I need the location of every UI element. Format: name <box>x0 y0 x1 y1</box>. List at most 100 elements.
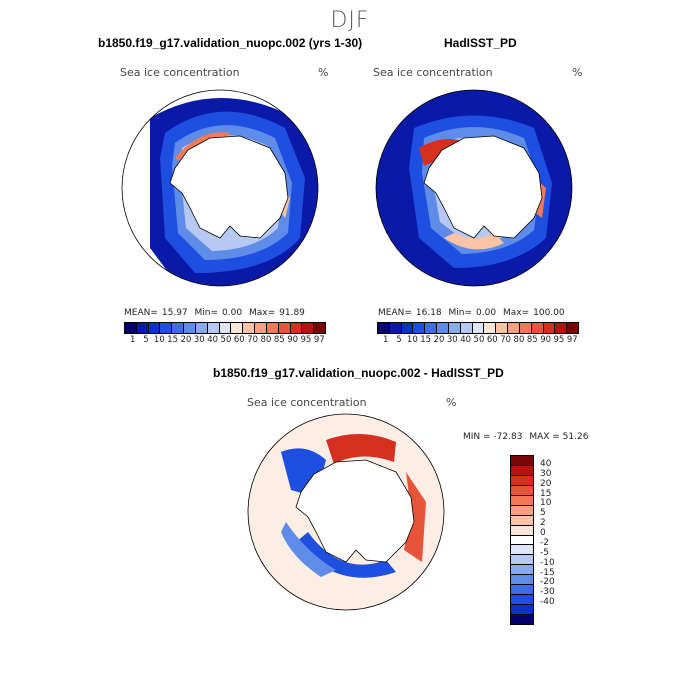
colorbar-tick-label: 1 <box>129 335 136 345</box>
left-max-value: 91.89 <box>279 308 305 318</box>
diff-max: MAX = 51.26 <box>529 432 589 442</box>
diff-colorbar-label: -20 <box>540 577 555 588</box>
colorbar-swatch <box>437 323 449 333</box>
diff-minmax: MIN = -72.83 MAX = 51.26 <box>463 432 592 442</box>
diff-variable-label: Sea ice concentration <box>247 396 367 409</box>
colorbar-swatch <box>160 323 173 333</box>
colorbar-swatch <box>314 323 326 333</box>
colorbar-tick-label: 85 <box>273 335 285 345</box>
right-max-value: 100.00 <box>533 308 565 318</box>
colorbar-tick-label: 60 <box>233 335 245 345</box>
left-colorbar <box>124 322 326 334</box>
colorbar-tick-label: 97 <box>313 335 325 345</box>
colorbar-tick-label: 10 <box>406 335 418 345</box>
right-mean-value: 16.18 <box>415 308 442 318</box>
colorbar-swatch <box>136 323 149 333</box>
colorbar-swatch <box>484 323 497 333</box>
colorbar-swatch <box>555 323 568 333</box>
colorbar-tick-label: 50 <box>220 335 232 345</box>
colorbar-swatch <box>302 323 315 333</box>
colorbar-tick-label: 15 <box>167 335 179 345</box>
diff-colorbar-label: -5 <box>540 547 549 558</box>
colorbar-tick-label: 15 <box>420 335 432 345</box>
diff-min: MIN = -72.83 <box>463 432 523 442</box>
colorbar-tick-label: 20 <box>433 335 445 345</box>
diff-colorbar-label: 15 <box>540 488 552 499</box>
colorbar-tick-label: 90 <box>540 335 552 345</box>
colorbar-swatch <box>378 323 390 333</box>
colorbar-tick-label: 70 <box>500 335 512 345</box>
colorbar-tick-label: 10 <box>153 335 165 345</box>
diff-colorbar-swatch <box>511 585 533 596</box>
left-mean-label: MEAN= <box>124 308 158 318</box>
diff-colorbar-label: -40 <box>540 597 555 608</box>
diff-colorbar-swatch <box>511 465 533 476</box>
colorbar-swatch <box>496 323 509 333</box>
colorbar-swatch <box>231 323 244 333</box>
diff-colorbar-label: -10 <box>540 557 555 568</box>
colorbar-tick-label: 20 <box>180 335 192 345</box>
colorbar-tick-label: 30 <box>446 335 458 345</box>
colorbar-swatch <box>389 323 402 333</box>
diff-colorbar-swatch <box>511 605 533 615</box>
colorbar-tick-label: 70 <box>247 335 259 345</box>
colorbar-swatch <box>148 323 161 333</box>
diff-colorbar-swatch <box>511 595 533 606</box>
right-mean-label: MEAN= <box>378 308 412 318</box>
left-variable-label: Sea ice concentration <box>120 66 240 79</box>
diff-polar-map <box>247 413 445 611</box>
colorbar-tick-label: 80 <box>513 335 525 345</box>
diff-colorbar-swatch <box>511 615 533 624</box>
colorbar-swatch <box>401 323 414 333</box>
colorbar-swatch <box>266 323 279 333</box>
colorbar-swatch <box>243 323 256 333</box>
colorbar-swatch <box>519 323 532 333</box>
colorbar-tick-label: 5 <box>396 335 402 345</box>
diff-colorbar-swatch <box>511 545 533 556</box>
diff-colorbar-swatch <box>511 505 533 516</box>
colorbar-swatch <box>413 323 426 333</box>
colorbar-tick-label: 1 <box>382 335 389 345</box>
right-min-value: 0.00 <box>476 308 497 318</box>
right-panel-title: HadISST_PD <box>444 36 517 50</box>
left-units-label: % <box>318 66 329 79</box>
colorbar-tick-label: 60 <box>486 335 498 345</box>
diff-colorbar-swatch <box>511 555 533 566</box>
colorbar-swatch <box>195 323 208 333</box>
diff-colorbar-label: 30 <box>540 468 552 479</box>
left-min-value: 0.00 <box>222 308 243 318</box>
left-stats: MEAN= 15.97 Min= 0.00 Max= 91.89 <box>124 308 309 318</box>
diff-colorbar-swatch <box>511 575 533 586</box>
right-min-label: Min= <box>448 308 473 318</box>
colorbar-tick-label: 5 <box>143 335 149 345</box>
colorbar-swatch <box>207 323 220 333</box>
colorbar-swatch <box>255 323 267 333</box>
diff-colorbar-label: 10 <box>540 498 552 509</box>
diff-colorbar-swatch <box>511 565 533 576</box>
colorbar-tick-label: 40 <box>207 335 219 345</box>
right-stats: MEAN= 16.18 Min= 0.00 Max= 100.00 <box>378 308 569 318</box>
antarctica-outline <box>169 135 289 239</box>
left-colorbar-ticks: 1 5 10 15 20 30 40 50 60 70 80 85 90 95 97 <box>126 335 326 345</box>
right-variable-label: Sea ice concentration <box>373 66 493 79</box>
colorbar-tick-label: 95 <box>300 335 312 345</box>
colorbar-swatch <box>567 323 579 333</box>
diff-colorbar-swatch <box>511 495 533 506</box>
season-title: DJF <box>330 8 370 33</box>
colorbar-swatch <box>278 323 291 333</box>
diff-colorbar-label: 2 <box>540 518 546 529</box>
diff-colorbar-label: -15 <box>540 567 555 578</box>
diff-colorbar-label: 20 <box>540 478 552 489</box>
diff-colorbar-label: -2 <box>540 537 549 548</box>
right-polar-map <box>375 89 573 287</box>
colorbar-tick-label: 30 <box>193 335 205 345</box>
diff-colorbar-label: 0 <box>540 528 546 539</box>
left-mean-value: 15.97 <box>161 308 188 318</box>
diff-colorbar-swatch <box>511 456 533 466</box>
colorbar-tick-label: 50 <box>473 335 485 345</box>
colorbar-tick-label: 97 <box>566 335 578 345</box>
right-max-label: Max= <box>502 308 530 318</box>
colorbar-tick-label: 95 <box>553 335 565 345</box>
left-max-label: Max= <box>248 308 276 318</box>
colorbar-swatch <box>172 323 185 333</box>
